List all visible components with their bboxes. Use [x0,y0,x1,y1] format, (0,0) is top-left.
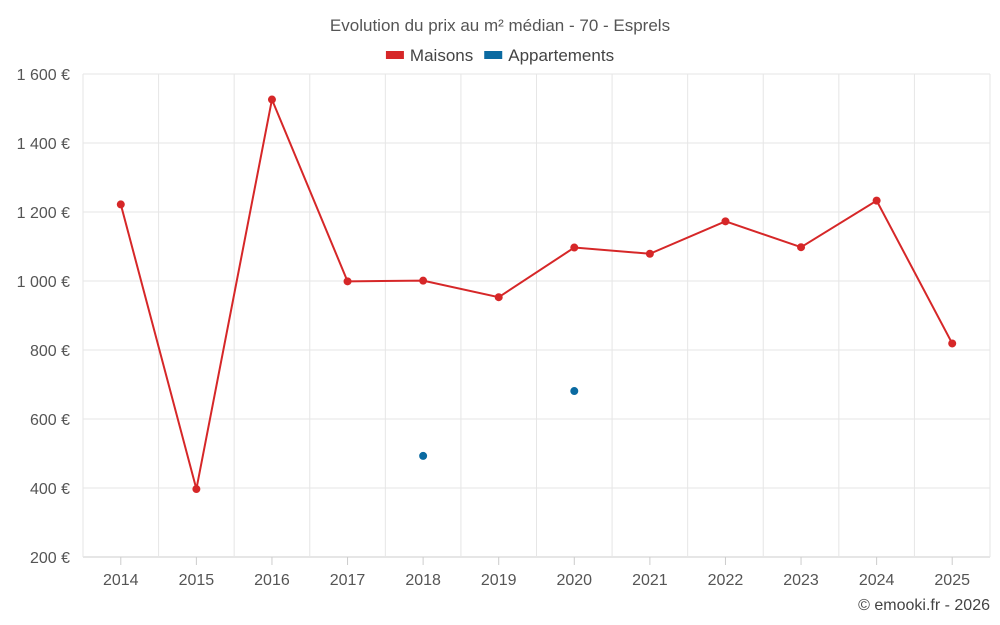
data-point-maisons[interactable] [797,243,806,252]
data-point-maisons[interactable] [721,217,730,226]
data-point-maisons[interactable] [192,485,201,494]
y-tick-label: 400 € [30,481,70,498]
x-tick-label: 2022 [708,572,744,589]
data-point-appartements[interactable] [570,387,579,396]
y-tick-label: 1 200 € [17,205,70,222]
y-tick-label: 1 400 € [17,136,70,153]
x-tick-label: 2016 [254,572,290,589]
y-axis: 200 € 400 € 600 € 800 € 1 000 € 1 200 € 1 400 … [17,67,70,567]
legend-label[interactable]: Maisons [410,46,473,65]
legend-swatch[interactable] [385,51,404,59]
data-point-maisons[interactable] [872,196,881,205]
data-point-maisons[interactable] [645,249,654,258]
x-tick-label: 2020 [556,572,592,589]
y-tick-label: 1 000 € [17,274,70,291]
data-point-maisons[interactable] [267,95,276,104]
y-tick-label: 600 € [30,412,70,429]
x-tick-label: 2015 [179,572,215,589]
series-appartements [419,387,579,460]
legend[interactable]: Maisons Appartements [385,46,614,65]
y-tick-label: 200 € [30,550,70,567]
x-tick-label: 2018 [405,572,441,589]
data-point-maisons[interactable] [948,339,957,348]
x-tick-label: 2023 [783,572,819,589]
series-maisons [116,95,957,494]
legend-label[interactable]: Appartements [508,46,614,65]
x-tick-label: 2014 [103,572,139,589]
y-tick-label: 1 600 € [17,67,70,84]
y-tick-label: 800 € [30,343,70,360]
credit: © emooki.fr - 2026 [858,597,990,614]
data-point-maisons[interactable] [570,243,579,252]
x-tick-label: 2019 [481,572,517,589]
data-point-maisons[interactable] [494,293,503,302]
chart-title: Evolution du prix au m² médian - 70 - Es… [330,16,670,35]
data-point-maisons[interactable] [343,277,352,286]
legend-swatch[interactable] [484,51,503,59]
x-tick-label: 2021 [632,572,668,589]
series-line-maisons [119,96,954,490]
x-tick-label: 2017 [330,572,366,589]
series [116,95,957,494]
x-axis: 2014 2015 2016 2017 2018 2019 2020 2021 2022 2023… [103,557,970,589]
x-tick-label: 2024 [859,572,895,589]
x-tick-label: 2025 [934,572,970,589]
data-point-appartements[interactable] [419,451,428,460]
data-point-maisons[interactable] [116,200,125,209]
grid [82,73,991,558]
data-point-maisons[interactable] [419,276,428,285]
